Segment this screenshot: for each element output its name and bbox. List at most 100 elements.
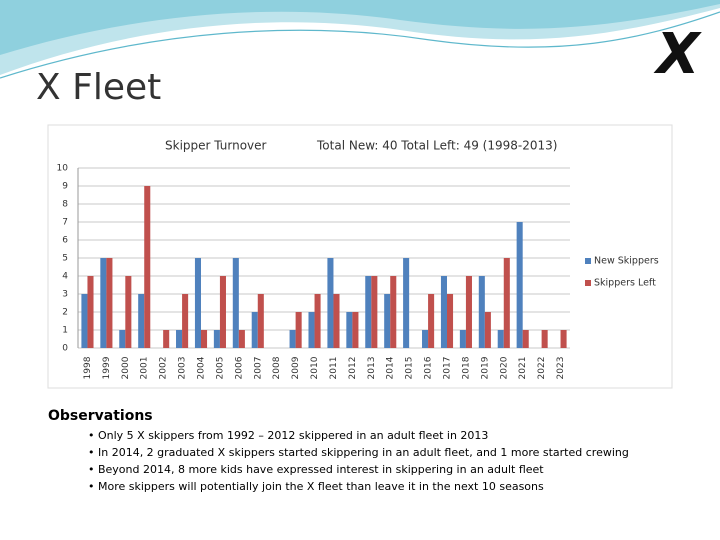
bar [365, 276, 372, 348]
y-tick-label: 10 [57, 164, 69, 174]
x-tick-label: 1999 [102, 356, 112, 379]
bar [201, 330, 208, 348]
x-tick-label: 2018 [461, 356, 471, 379]
header-wave-dark [0, 0, 720, 55]
bar [560, 330, 567, 348]
x-tick-label: 2003 [178, 357, 188, 380]
bar [176, 330, 183, 348]
bar [213, 330, 220, 348]
x-tick-label: 2011 [329, 357, 339, 380]
logo: X [653, 22, 702, 87]
x-tick-label: 2005 [215, 357, 225, 380]
bar [257, 294, 264, 348]
x-tick-label: 2007 [253, 357, 263, 380]
bar [503, 258, 510, 348]
x-tick-label: 2014 [386, 356, 396, 379]
bar [81, 294, 88, 348]
bar [422, 330, 429, 348]
x-tick-label: 2009 [291, 356, 301, 379]
x-tick-label: 2004 [197, 356, 207, 379]
bar [238, 330, 245, 348]
bar [295, 312, 302, 348]
bar [87, 276, 94, 348]
chart-frame [47, 124, 673, 389]
bar [327, 258, 334, 348]
y-tick-label: 3 [62, 290, 68, 300]
bar [138, 294, 145, 348]
y-tick-label: 5 [62, 254, 68, 264]
bar [232, 258, 239, 348]
x-tick-label: 2016 [424, 356, 434, 379]
bar [403, 258, 410, 348]
x-tick-label: 2012 [348, 357, 358, 380]
x-tick-label: 2006 [234, 356, 244, 379]
x-tick-label: 2013 [367, 357, 377, 380]
bar [308, 312, 315, 348]
x-tick-label: 2021 [518, 357, 528, 380]
chart-title: Skipper Turnover [165, 139, 267, 153]
x-tick-label: 2015 [405, 357, 415, 380]
bar [125, 276, 132, 348]
y-tick-label: 6 [62, 236, 68, 246]
bar [384, 294, 391, 348]
x-tick-label: 2023 [556, 357, 566, 380]
bar [428, 294, 435, 348]
bar [465, 276, 472, 348]
bar [194, 258, 201, 348]
y-tick-label: 9 [62, 182, 68, 192]
bar [541, 330, 548, 348]
x-tick-label: 2002 [159, 357, 169, 380]
x-tick-label: 2001 [140, 357, 150, 380]
x-tick-label: 2000 [121, 356, 131, 379]
legend-label: Skippers Left [594, 278, 656, 289]
bar [459, 330, 466, 348]
bar [119, 330, 126, 348]
x-tick-label: 1998 [83, 356, 93, 379]
legend-swatch [585, 280, 591, 286]
bar [390, 276, 397, 348]
x-tick-label: 2019 [480, 356, 490, 379]
x-tick-label: 2020 [499, 356, 509, 379]
y-tick-label: 4 [62, 272, 68, 282]
bar [163, 330, 170, 348]
bar [371, 276, 378, 348]
bar [251, 312, 258, 348]
bar [346, 312, 353, 348]
bar [219, 276, 226, 348]
y-tick-label: 7 [62, 218, 68, 228]
y-tick-label: 1 [62, 326, 68, 336]
legend-label: New Skippers [594, 256, 659, 267]
bar [478, 276, 485, 348]
observation-item: • Only 5 X skippers from 1992 – 2012 ski… [88, 429, 488, 442]
bar [182, 294, 189, 348]
bar [144, 186, 151, 348]
observation-item: • Beyond 2014, 8 more kids have expresse… [88, 463, 544, 476]
bar [100, 258, 107, 348]
chart-subtitle: Total New: 40 Total Left: 49 (1998-2013) [316, 139, 557, 153]
bar [352, 312, 359, 348]
legend-swatch [585, 258, 591, 264]
bar [497, 330, 504, 348]
bar [106, 258, 113, 348]
x-tick-label: 2010 [310, 356, 320, 379]
bar [447, 294, 454, 348]
bar [314, 294, 321, 348]
observation-item: • In 2014, 2 graduated X skippers starte… [88, 446, 629, 459]
bar [333, 294, 340, 348]
bar [516, 222, 523, 348]
bar [522, 330, 529, 348]
header-line [0, 11, 720, 79]
observation-item: • More skippers will potentially join th… [88, 480, 544, 493]
x-tick-label: 2022 [537, 357, 547, 380]
x-tick-label: 2017 [443, 357, 453, 380]
observations-heading: Observations [48, 408, 153, 424]
bar [440, 276, 447, 348]
slide-title: X Fleet [36, 67, 161, 108]
x-tick-label: 2008 [272, 356, 282, 379]
y-tick-label: 2 [62, 308, 68, 318]
y-tick-label: 8 [62, 200, 68, 210]
bar [484, 312, 491, 348]
bar [289, 330, 296, 348]
